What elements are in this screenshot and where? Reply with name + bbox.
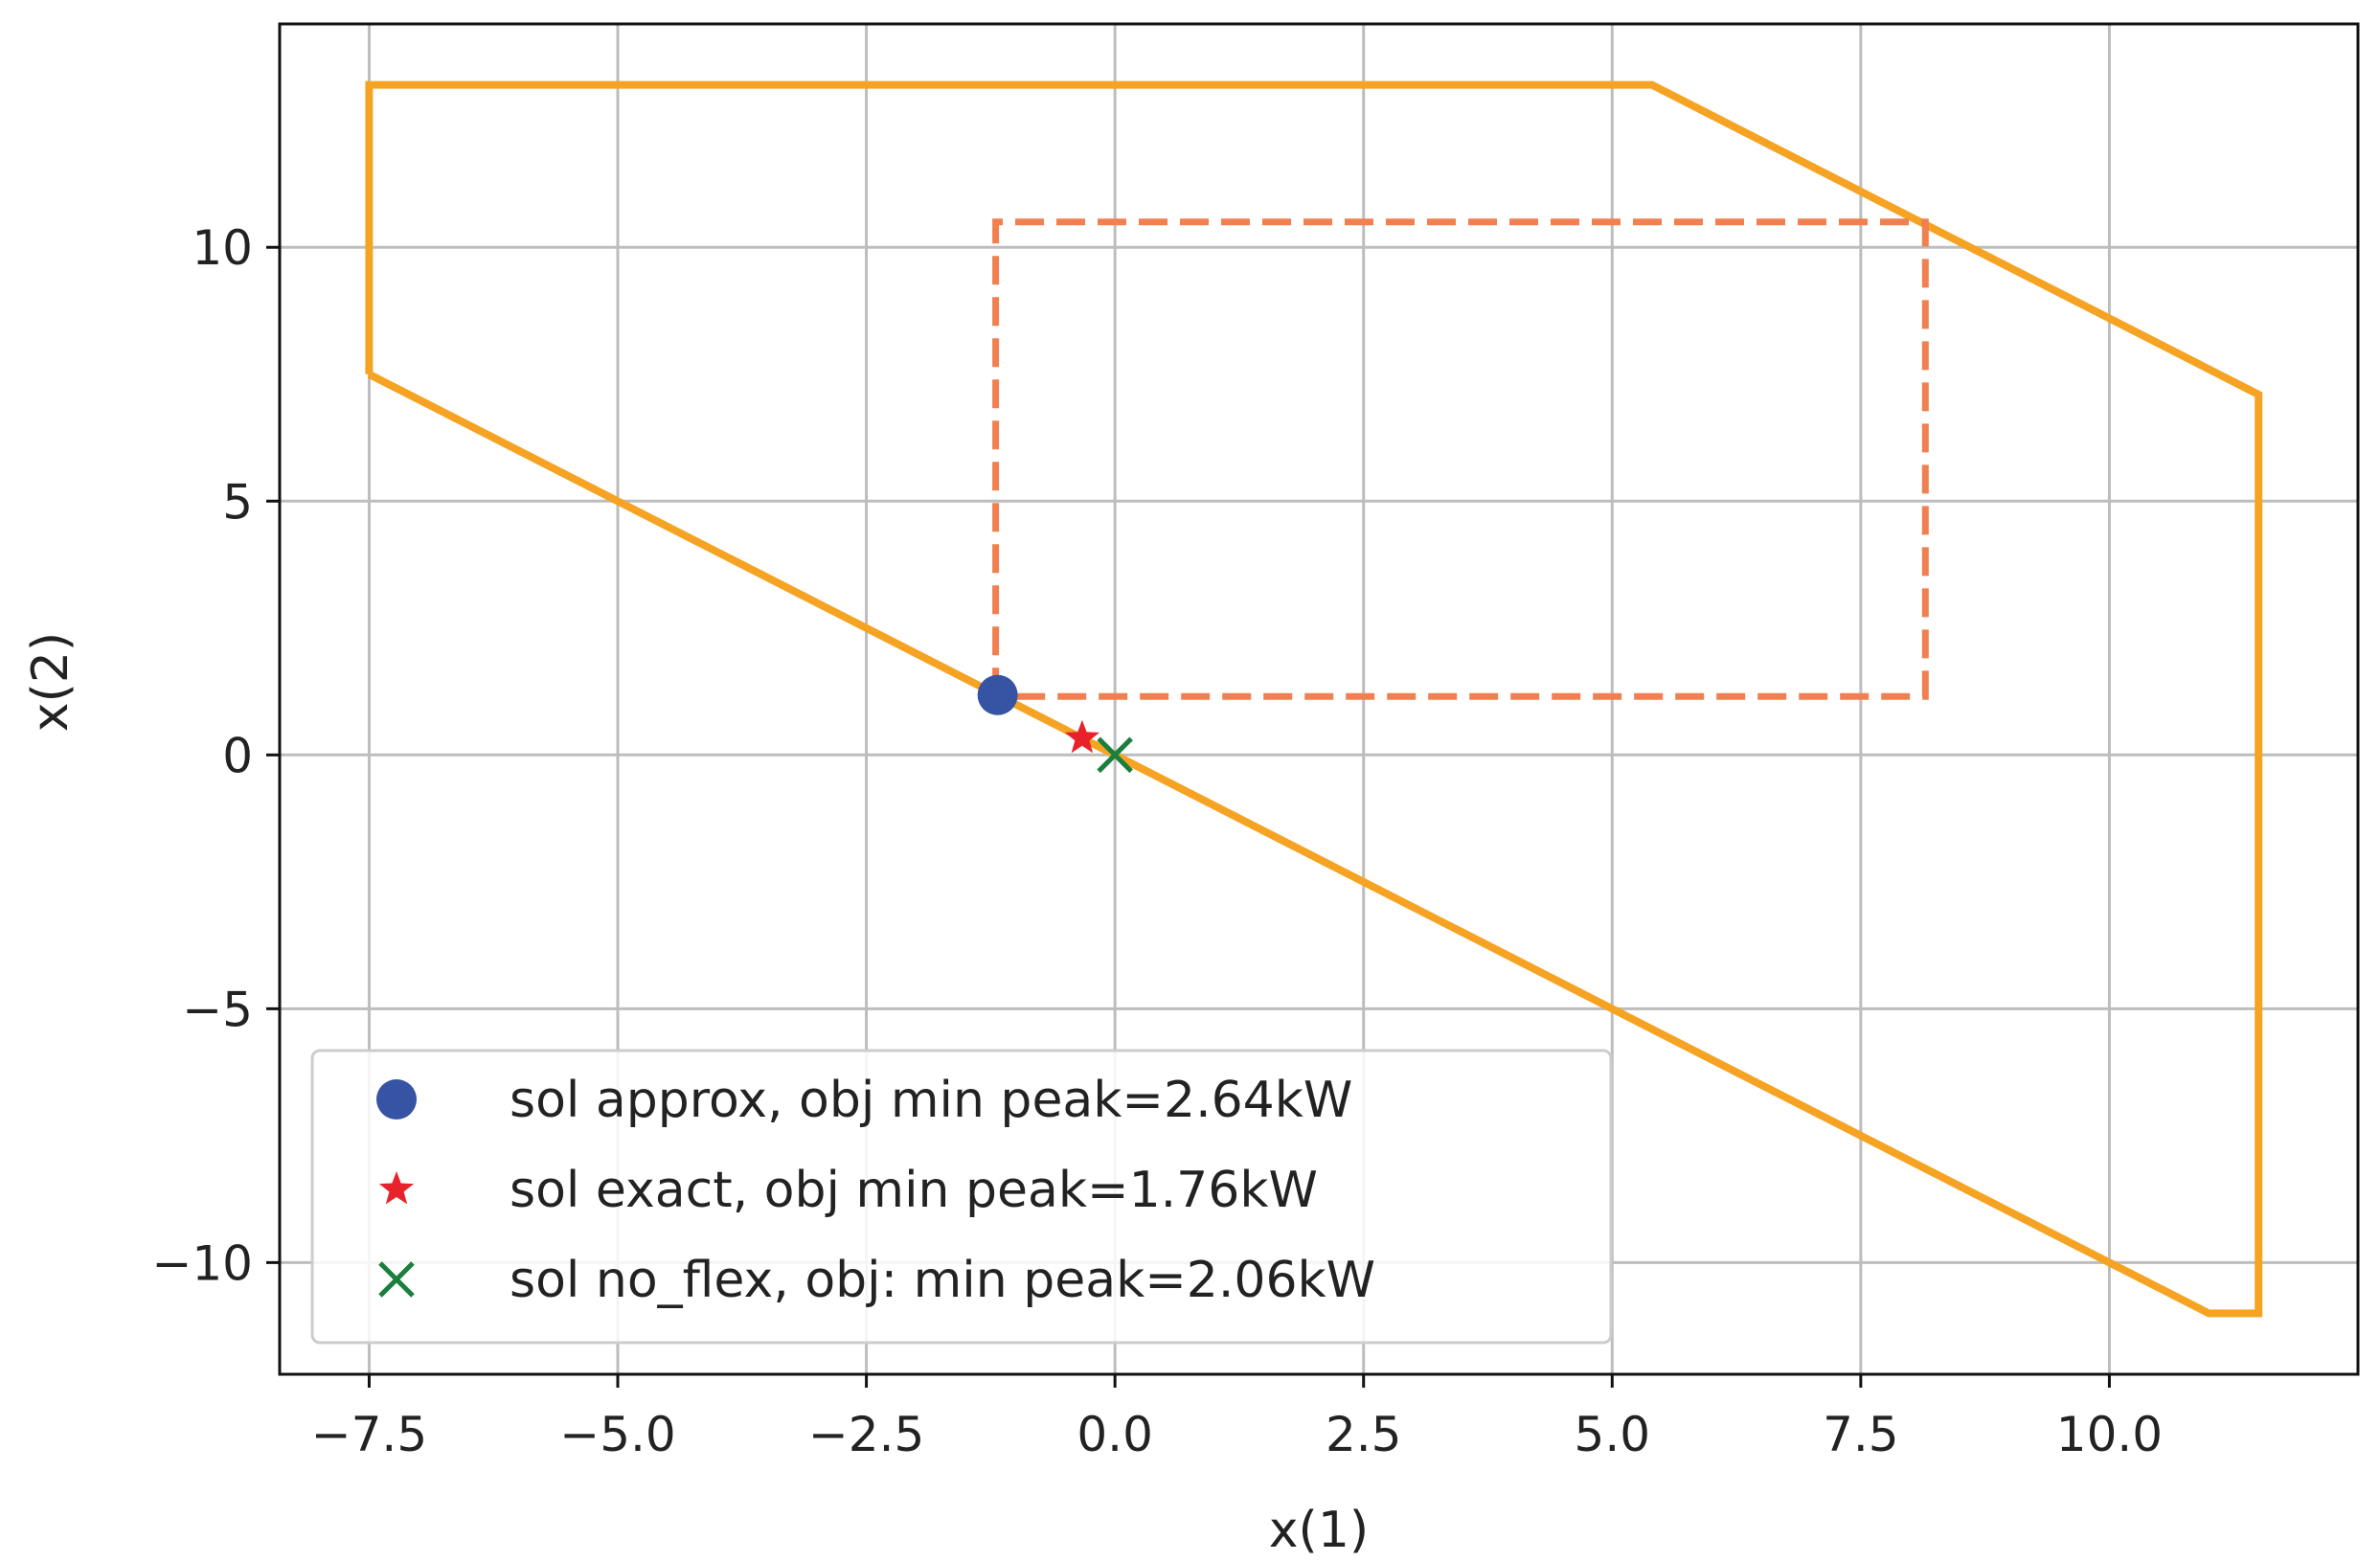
x-tick-label: 2.5: [1326, 1407, 1402, 1462]
x-tick-label: 7.5: [1823, 1407, 1899, 1462]
plot-frame: [278, 22, 2360, 1376]
legend-box: [310, 1049, 1613, 1345]
y-axis-label: x(2): [22, 632, 79, 732]
x-tick-label: −5.0: [559, 1407, 675, 1462]
legend-label: sol approx, obj min peak=2.64kW: [510, 1072, 1352, 1129]
feasible-region-inner-dashed-line: [992, 218, 1929, 700]
x-tick-label: 0.0: [1077, 1407, 1153, 1462]
x-tick-label: 10.0: [2056, 1407, 2163, 1462]
marker-layer: [977, 674, 1133, 774]
sol-no-flex-marker: [1097, 736, 1133, 774]
sol-approx-marker: [977, 674, 1018, 715]
x-tick-label: −7.5: [311, 1407, 427, 1462]
legend-star-icon: [378, 1171, 415, 1205]
y-tick-label: −5: [182, 982, 253, 1037]
feasible-region-outer-line: [365, 80, 2263, 1318]
legend-items: sol approx, obj min peak=2.64kW sol exact…: [376, 1072, 1375, 1309]
y-tick-label: −10: [151, 1235, 253, 1291]
tick-layer: −7.5 −5.0 −2.5 0.0 2.5 5.0 7.5 10.0 10 5 0 −5 −10: [151, 220, 2163, 1462]
series-layer: [365, 80, 2263, 1318]
legend-circle-icon: [376, 1079, 417, 1120]
x-tick-label: 5.0: [1575, 1407, 1651, 1462]
legend-label: sol no_flex, obj: min peak=2.06kW: [510, 1252, 1375, 1309]
y-tick-label: 5: [222, 474, 253, 530]
legend: sol approx, obj min peak=2.64kW sol exact…: [310, 1049, 1613, 1345]
x-axis-label: x(1): [1269, 1502, 1369, 1559]
grid: [280, 24, 2358, 1374]
legend-x-icon: [378, 1261, 415, 1298]
y-tick-label: 10: [192, 220, 253, 276]
x-tick-label: −2.5: [808, 1407, 924, 1462]
y-tick-label: 0: [222, 728, 253, 783]
sol-exact-marker: [1064, 719, 1099, 754]
legend-label: sol exact, obj min peak=1.76kW: [510, 1162, 1318, 1219]
